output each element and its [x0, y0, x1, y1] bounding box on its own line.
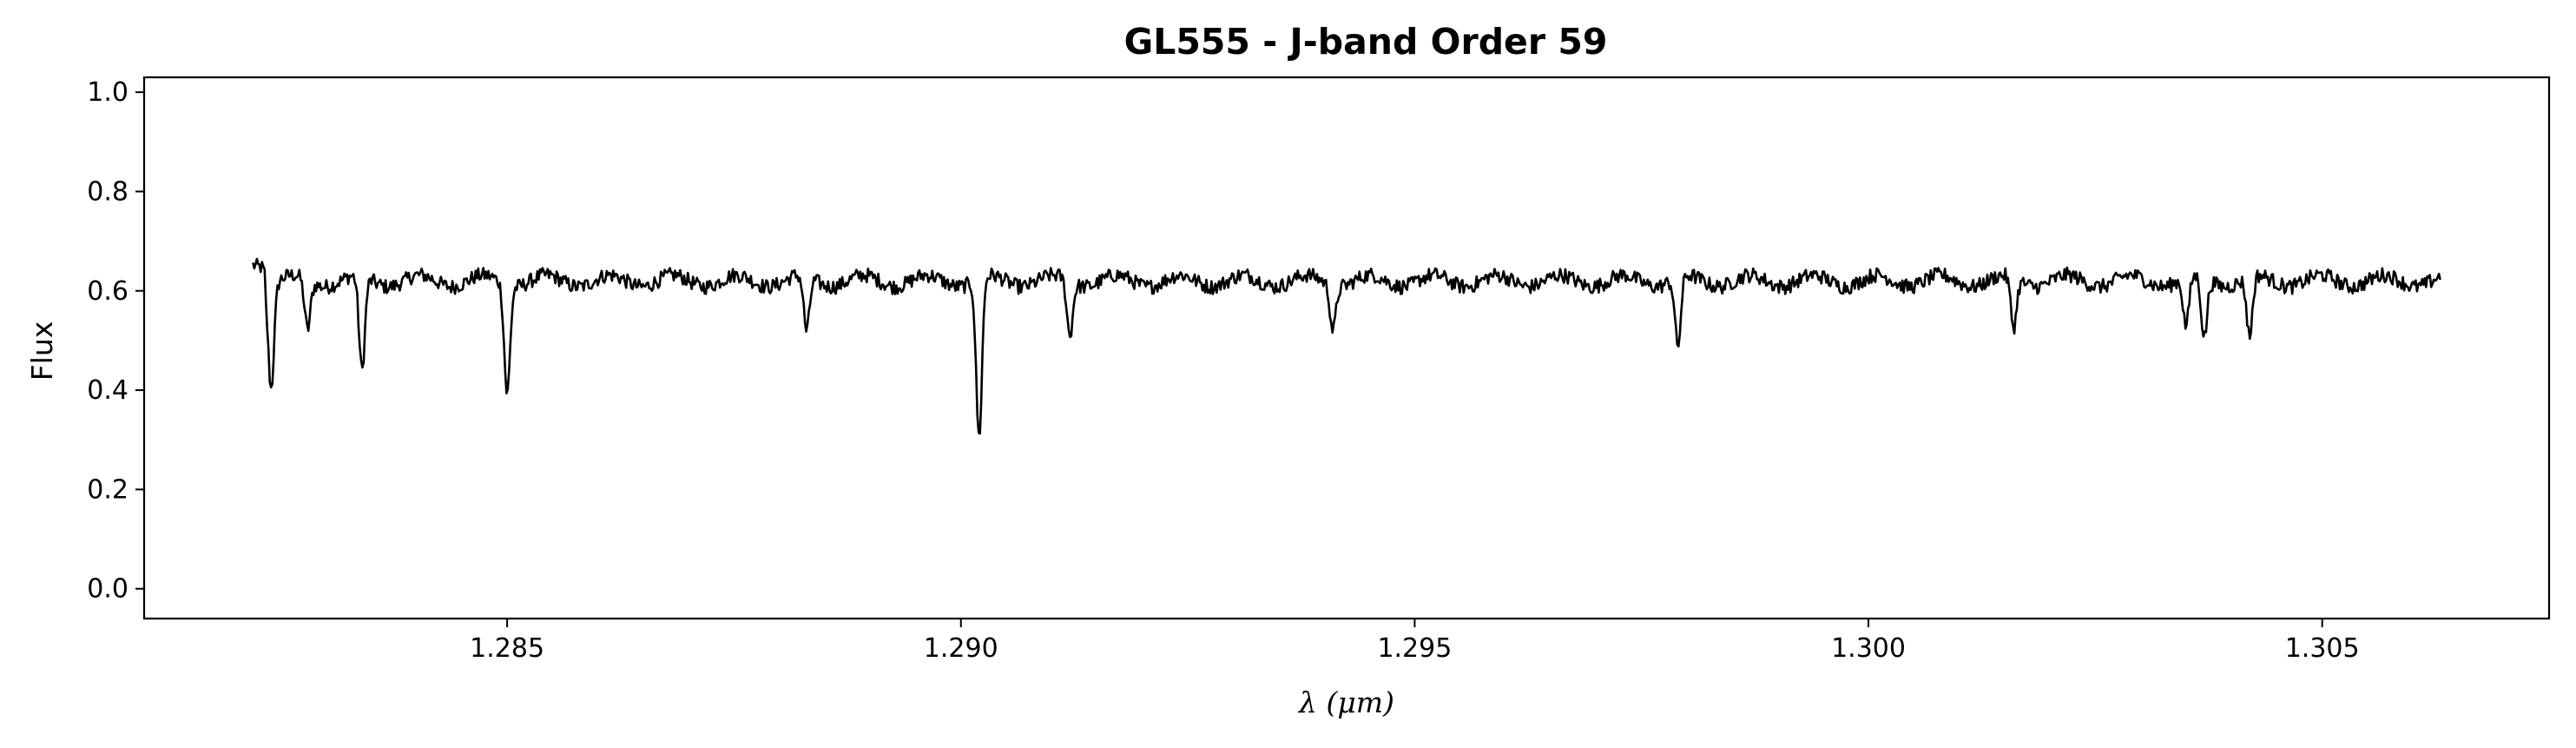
plot-area: [142, 76, 2551, 620]
y-tick-label: 0.8: [87, 176, 128, 207]
spectrum-line: [252, 257, 2441, 435]
x-tick-label: 1.295: [1377, 633, 1452, 664]
y-tick-label: 0.4: [87, 375, 128, 406]
y-tick-label: 0.6: [87, 276, 128, 307]
chart-title: GL555 - J-band Order 59: [1124, 21, 1608, 63]
y-tick-label: 1.0: [87, 77, 128, 108]
y-tick-label: 0.2: [87, 474, 128, 505]
x-tick-label: 1.290: [924, 633, 998, 664]
y-axis-label: Flux: [25, 321, 59, 381]
x-tick-label: 1.285: [470, 633, 544, 664]
y-tick-label: 0.0: [87, 574, 128, 605]
x-tick-label: 1.305: [2285, 633, 2360, 664]
x-tick-label: 1.300: [1831, 633, 1906, 664]
x-axis: 1.285 1.290 1.295 1.300 1.305: [470, 619, 2360, 664]
y-axis: 0.0 0.2 0.4 0.6 0.8 1.0: [87, 77, 144, 605]
x-axis-label: λ (μm): [1297, 685, 1394, 719]
plot-frame: [142, 76, 2551, 620]
